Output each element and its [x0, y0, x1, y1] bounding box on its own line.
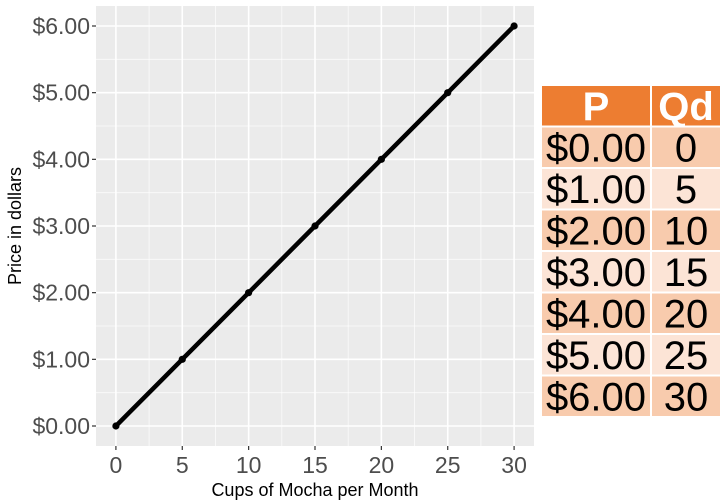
table-cell: [542, 252, 650, 292]
data-point: [444, 89, 452, 97]
table-cell: [542, 376, 650, 416]
data-point: [510, 22, 518, 30]
y-tick-label: $3.00: [32, 213, 90, 239]
table-cell-price: $5.00: [546, 334, 646, 378]
table-cell-price: $3.00: [546, 251, 646, 295]
table-cell-quantity: 0: [675, 126, 697, 170]
table-cell: [542, 210, 650, 250]
y-tick-label: $1.00: [32, 346, 90, 372]
data-point: [245, 289, 253, 297]
x-tick-label: 5: [176, 452, 189, 478]
x-tick-label: 10: [236, 452, 262, 478]
y-axis-title: Price in dollars: [5, 167, 25, 285]
data-point: [112, 422, 120, 430]
table-cell: [542, 293, 650, 333]
y-tick-label: $6.00: [32, 13, 90, 39]
table-cell-quantity: 10: [664, 209, 709, 253]
table-cell-price: $6.00: [546, 375, 646, 419]
table-cell-quantity: 20: [664, 292, 709, 336]
y-axis-ticks: $0.00 $1.00 $2.00 $3.00 $4.00 $5.00 $6.00: [32, 13, 96, 439]
table-cell: [652, 335, 720, 375]
data-points: [112, 22, 518, 430]
table-cell: [652, 293, 720, 333]
table-cell-quantity: 15: [664, 251, 709, 295]
y-tick-label: $0.00: [32, 413, 90, 439]
x-tick-label: 20: [369, 452, 395, 478]
demand-schedule-table: P Qd $0.00 0 $1.00 5 $2.00 10 $3.00 15 $4.00 20 $5.0…: [542, 85, 720, 419]
table-cell-price: $2.00: [546, 209, 646, 253]
table-cell-price: $4.00: [546, 292, 646, 336]
data-point: [178, 355, 186, 363]
data-point: [311, 222, 319, 230]
table-cell-quantity: 30: [664, 375, 709, 419]
table-cell: [652, 169, 720, 209]
table-cell: [652, 376, 720, 416]
table-cell-quantity: 5: [675, 168, 697, 212]
x-axis-title: Cups of Mocha per Month: [211, 480, 418, 500]
table-header-quantity: Qd: [658, 85, 714, 129]
y-tick-label: $4.00: [32, 146, 90, 172]
table-header-cell: [652, 86, 720, 126]
table-cell: [652, 210, 720, 250]
x-tick-label: 30: [501, 452, 527, 478]
major-gridlines: [96, 6, 534, 446]
y-tick-label: $5.00: [32, 80, 90, 106]
table-header-cell: [542, 86, 650, 126]
table-cell-quantity: 25: [664, 334, 709, 378]
table-cell: [652, 252, 720, 292]
table-cell-price: $0.00: [546, 126, 646, 170]
x-tick-label: 0: [110, 452, 123, 478]
y-tick-label: $2.00: [32, 280, 90, 306]
table-cell: [542, 335, 650, 375]
data-point: [377, 155, 385, 163]
table-cell: [542, 127, 650, 167]
x-axis-ticks: 0 5 10 15 20 25 30: [110, 446, 527, 478]
table-cell-price: $1.00: [546, 168, 646, 212]
table-header-price: P: [583, 85, 610, 129]
table-cell: [652, 127, 720, 167]
x-tick-label: 15: [302, 452, 328, 478]
x-tick-label: 25: [435, 452, 461, 478]
table-cell: [542, 169, 650, 209]
